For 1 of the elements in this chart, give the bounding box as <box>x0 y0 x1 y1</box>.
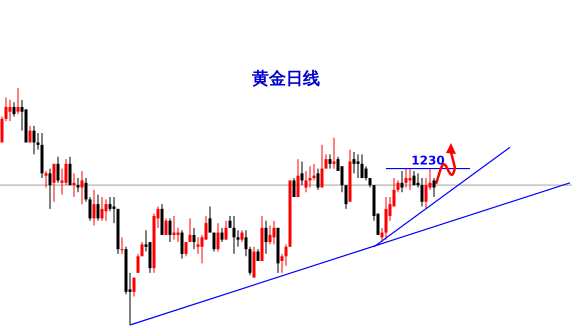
title: 黄金日线 <box>252 69 320 89</box>
